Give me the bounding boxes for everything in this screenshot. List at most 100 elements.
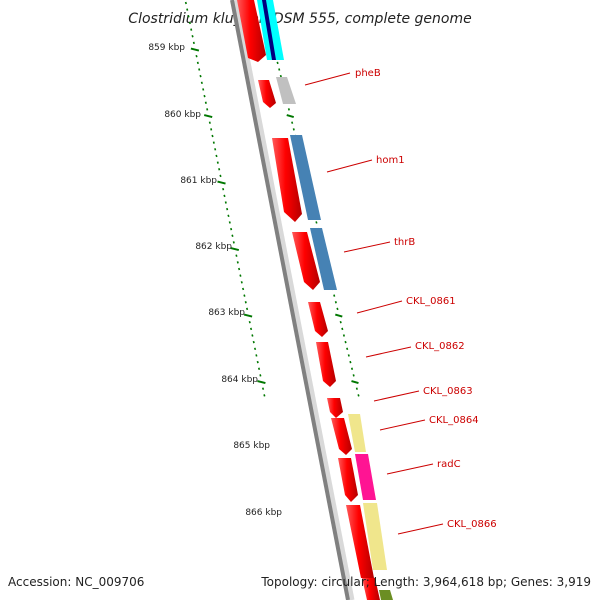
minor-tick bbox=[242, 287, 245, 291]
minor-tick bbox=[192, 41, 195, 45]
tick-label: 859 kbp bbox=[148, 43, 185, 53]
minor-tick bbox=[349, 360, 352, 364]
cds-arrow bbox=[272, 138, 302, 222]
gene-label: pheB bbox=[355, 68, 381, 79]
leader-line bbox=[304, 72, 351, 86]
minor-tick bbox=[292, 128, 295, 131]
tick-label: 866 kbp bbox=[245, 508, 282, 518]
minor-tick bbox=[214, 148, 217, 151]
minor-tick bbox=[236, 261, 239, 264]
minor-tick bbox=[211, 134, 214, 138]
leader-line bbox=[343, 241, 391, 253]
major-tick bbox=[203, 114, 213, 119]
minor-tick bbox=[208, 121, 211, 124]
minor-tick bbox=[231, 234, 234, 237]
minor-tick bbox=[190, 28, 193, 31]
major-tick bbox=[230, 247, 240, 252]
major-tick bbox=[351, 380, 359, 385]
cog-bar-CKL_0864 bbox=[348, 414, 366, 452]
tick-label: 861 kbp bbox=[180, 176, 217, 186]
gene-label: CKL_0862 bbox=[415, 341, 465, 352]
minor-tick bbox=[200, 81, 203, 85]
leader-line bbox=[365, 346, 412, 358]
gene-label: CKL_0864 bbox=[429, 415, 479, 426]
minor-tick bbox=[279, 74, 282, 78]
cog-bar-hom1 bbox=[290, 135, 321, 220]
minor-tick bbox=[227, 214, 230, 218]
minor-tick bbox=[250, 327, 253, 331]
minor-tick bbox=[206, 108, 209, 111]
partial-cds-top bbox=[237, 0, 266, 62]
minor-tick bbox=[232, 241, 235, 244]
minor-tick bbox=[244, 301, 247, 304]
minor-tick bbox=[355, 387, 358, 390]
tick-label: 860 kbp bbox=[164, 110, 201, 120]
minor-tick bbox=[291, 121, 294, 124]
minor-tick bbox=[257, 367, 261, 370]
minor-tick bbox=[239, 274, 242, 277]
minor-tick bbox=[230, 227, 233, 231]
minor-tick bbox=[196, 61, 199, 65]
minor-tick bbox=[195, 54, 198, 58]
gene-label: CKL_0863 bbox=[423, 386, 473, 397]
major-tick bbox=[286, 114, 295, 119]
genome-title: Clostridium kluyveri DSM 555, complete g… bbox=[128, 11, 471, 27]
minor-tick bbox=[243, 294, 246, 297]
minor-tick bbox=[216, 161, 219, 164]
cds-arrow bbox=[308, 302, 328, 337]
minor-tick bbox=[203, 94, 206, 98]
leader-line bbox=[373, 390, 420, 402]
major-tick bbox=[335, 313, 343, 318]
minor-tick bbox=[276, 61, 279, 65]
gene-label: hom1 bbox=[376, 155, 405, 166]
minor-tick bbox=[287, 108, 290, 111]
minor-tick bbox=[334, 301, 337, 304]
minor-tick bbox=[357, 394, 360, 397]
minor-tick bbox=[198, 68, 201, 71]
cds-arrow-partial bbox=[362, 578, 380, 600]
minor-tick bbox=[188, 21, 191, 25]
minor-tick bbox=[333, 294, 336, 297]
minor-tick bbox=[255, 354, 258, 357]
minor-tick bbox=[228, 221, 231, 224]
outer-tick-ring bbox=[184, 1, 266, 397]
cds-arrow bbox=[292, 232, 320, 290]
minor-tick bbox=[204, 101, 207, 104]
leader-line bbox=[356, 300, 403, 314]
backbone-shadow bbox=[233, 0, 355, 600]
minor-tick bbox=[336, 307, 339, 311]
minor-tick bbox=[210, 128, 213, 131]
minor-tick bbox=[350, 367, 354, 370]
minor-tick bbox=[184, 1, 187, 5]
gene-label: CKL_0861 bbox=[406, 296, 456, 307]
minor-tick bbox=[215, 154, 218, 158]
cog-bar-pheB bbox=[276, 77, 296, 104]
tick-label: 862 kbp bbox=[195, 242, 232, 252]
gene-label: radC bbox=[437, 459, 461, 470]
minor-tick bbox=[278, 68, 281, 71]
tick-label: 863 kbp bbox=[208, 308, 245, 318]
minor-tick bbox=[248, 320, 251, 324]
minor-tick bbox=[253, 347, 257, 351]
leader-line bbox=[326, 159, 373, 173]
tick-label: 864 kbp bbox=[221, 375, 258, 385]
minor-tick bbox=[346, 347, 349, 351]
minor-tick bbox=[256, 360, 259, 364]
cog-bar-thrB bbox=[310, 228, 337, 290]
minor-tick bbox=[315, 221, 318, 224]
minor-tick bbox=[263, 394, 266, 397]
minor-tick bbox=[259, 374, 262, 377]
minor-tick bbox=[223, 194, 226, 198]
minor-tick bbox=[246, 307, 249, 311]
major-tick bbox=[190, 47, 200, 52]
minor-tick bbox=[261, 387, 265, 390]
minor-tick bbox=[251, 334, 254, 337]
minor-tick bbox=[212, 141, 215, 144]
minor-tick bbox=[224, 201, 227, 204]
partial-cog-top-navy bbox=[262, 0, 276, 60]
partial-cog-bottom bbox=[379, 590, 393, 600]
minor-tick bbox=[226, 207, 229, 211]
leader-line bbox=[379, 419, 426, 431]
minor-tick bbox=[344, 340, 347, 344]
